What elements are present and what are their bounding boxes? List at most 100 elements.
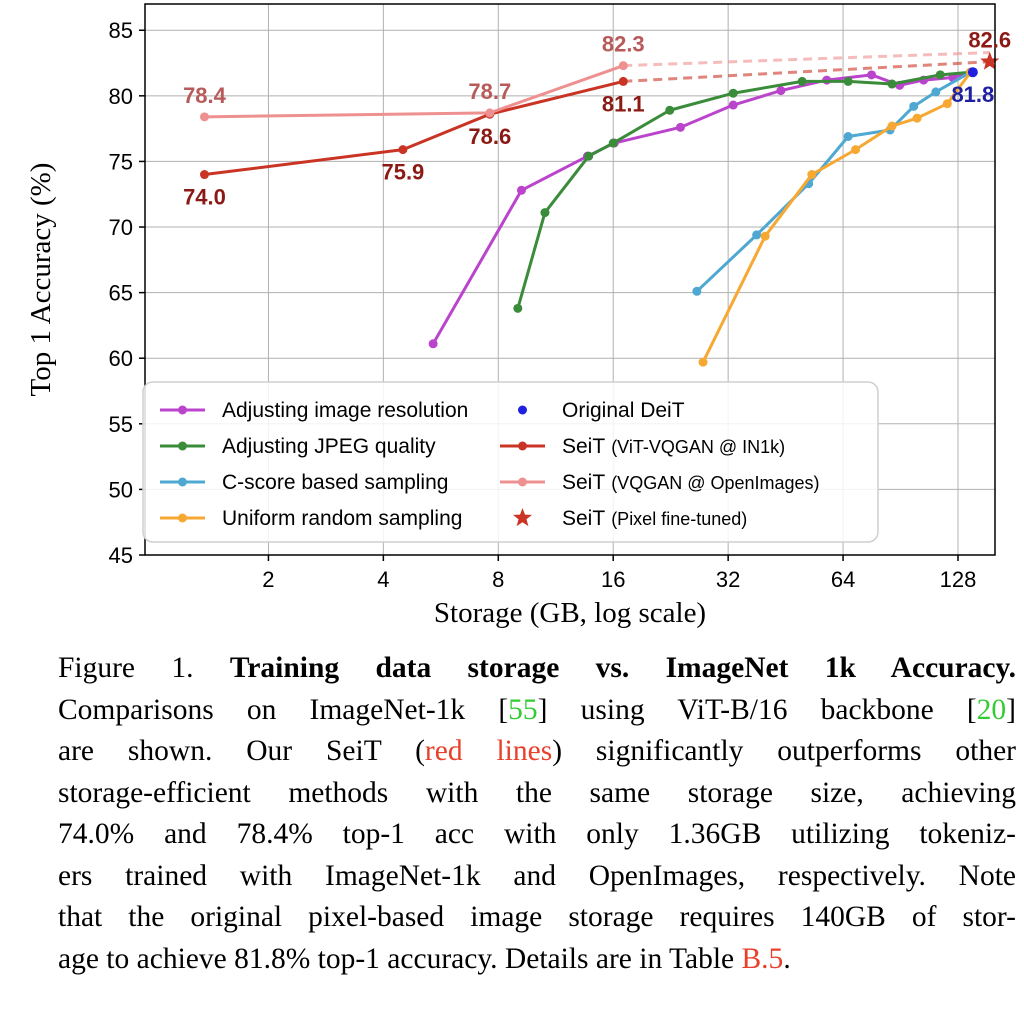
seit-vit-vqgan-in1k-point [199, 170, 209, 180]
y-tick-label: 85 [109, 18, 133, 43]
figure-caption: Figure 1. Training data storage vs. Imag… [58, 648, 1016, 980]
data-label: 74.0 [183, 185, 226, 210]
uniform-random-sampling-point [887, 121, 897, 131]
c-score-based-sampling-point [843, 132, 853, 142]
legend-sublabel: (ViT-VQGAN @ IN1k) [611, 437, 785, 457]
x-tick-label: 16 [601, 567, 625, 592]
caption-line-8: age to achieve 81.8% top-1 accuracy. Det… [58, 939, 1016, 981]
c-score-based-sampling-point [909, 101, 919, 111]
grid [145, 4, 995, 556]
y-tick-label: 70 [109, 215, 133, 240]
legend-label: Uniform random sampling [222, 507, 462, 530]
adjusting-image-resolution-point [516, 185, 526, 195]
citation-link-55[interactable]: 55 [508, 693, 538, 726]
legend-marker [178, 513, 187, 523]
legend-marker [178, 405, 187, 415]
citation-link-20[interactable]: 20 [976, 693, 1007, 726]
caption-line-5: 74.0% and 78.4% top-1 acc with only 1.36… [58, 818, 1016, 850]
legend-label: SeiT (Pixel fine-tuned) [562, 507, 747, 530]
caption-text: ] using ViT-B/16 backbone [ [537, 693, 977, 726]
caption-text: ) significantly outperforms other [552, 735, 1016, 767]
axis-ticks: 2 4 8 16 32 64 128 45 50 55 60 65 70 75 80 85 [109, 18, 977, 592]
y-tick-label: 50 [109, 477, 133, 502]
seit-vqgan-openimages-point [199, 112, 209, 122]
seit-vit-vqgan-in1k-line [204, 79, 624, 177]
seit-vqgan-openimages-point [618, 61, 628, 71]
adjusting-jpeg-quality-point [665, 105, 675, 115]
seit-pixel-fine-tuned-star-point [980, 51, 1000, 70]
adjusting-jpeg-quality-point [608, 138, 618, 148]
caption-line-1: Figure 1. Training data storage vs. Imag… [58, 648, 1016, 690]
seit-vit-vqgan-in1k-point [618, 76, 628, 86]
caption-text: . [783, 942, 791, 975]
data-label: 75.9 [381, 160, 424, 185]
y-tick-label: 60 [109, 346, 133, 371]
seit-vit-vqgan-in1k-dashed-extension [623, 60, 990, 83]
data-label: 78.7 [468, 79, 511, 104]
data-label: 82.3 [602, 32, 645, 57]
original-deit-point [967, 67, 978, 78]
legend-label: Original DeiT [562, 399, 685, 422]
data-label: 81.1 [602, 91, 645, 116]
legend-dot-swatch [518, 405, 527, 415]
adjusting-image-resolution-line [431, 70, 971, 345]
y-tick-label: 75 [109, 149, 133, 174]
y-axis-label: Top 1 Accuracy (%) [25, 163, 57, 397]
adjusting-jpeg-quality-point [843, 76, 853, 86]
legend-label: C-score based sampling [222, 471, 448, 494]
caption-line-4: storage-efficient methods with the same … [58, 776, 1016, 809]
seit-vqgan-openimages-dashed-extension [623, 51, 990, 68]
figure-label: Figure 1. [58, 652, 194, 684]
legend-marker [518, 477, 527, 487]
adjusting-jpeg-quality-point [584, 151, 594, 161]
caption-line-7: that the original pixel-based image stor… [58, 901, 1016, 933]
seit-vit-vqgan-in1k-point [398, 145, 408, 155]
data-labels: 78.4 78.7 82.3 74.0 75.9 78.6 81.1 81.8 82.6 [183, 28, 1011, 210]
plot-frame [144, 3, 996, 556]
legend: Adjusting image resolution Adjusting JPEG… [142, 381, 879, 543]
adjusting-image-resolution-point [776, 86, 786, 96]
uniform-random-sampling-point [851, 145, 861, 155]
legend-marker [518, 441, 527, 451]
uniform-random-sampling-point [698, 357, 708, 367]
legend-marker [178, 477, 187, 487]
caption-line-2: Comparisons on ImageNet-1k [55] using Vi… [58, 690, 1016, 732]
x-tick-label: 8 [492, 567, 504, 592]
adjusting-jpeg-quality-point [540, 208, 550, 218]
x-tick-label: 64 [831, 567, 855, 592]
table-ref-link[interactable]: B.5 [741, 942, 784, 975]
legend-label: Adjusting image resolution [222, 399, 468, 422]
caption-text: are shown. Our SeiT ( [58, 735, 425, 767]
adjusting-image-resolution-point [867, 70, 877, 80]
legend-sublabel: (VQGAN @ OpenImages) [611, 473, 819, 493]
adjusting-jpeg-quality-point [935, 70, 945, 80]
legend-label: SeiT (VQGAN @ OpenImages) [562, 471, 820, 494]
c-score-based-sampling-point [931, 87, 941, 97]
uniform-random-sampling-point [942, 99, 952, 109]
caption-text: age to achieve 81.8% top-1 accuracy. Det… [58, 942, 742, 975]
uniform-random-sampling-line [701, 71, 972, 363]
legend-star-swatch [512, 508, 533, 527]
x-tick-label: 4 [377, 567, 389, 592]
x-tick-label: 128 [940, 567, 977, 592]
caption-line-3: are shown. Our SeiT (red lines) signific… [58, 731, 1016, 773]
uniform-random-sampling-point [760, 231, 770, 241]
adjusting-jpeg-quality-point [513, 303, 523, 313]
adjusting-image-resolution-point [428, 339, 438, 349]
adjusting-image-resolution-point [728, 100, 738, 110]
plot-series [199, 51, 1000, 367]
y-tick-label: 65 [109, 281, 133, 306]
c-score-based-sampling-point [752, 230, 762, 240]
red-lines-text: red lines [424, 735, 553, 767]
adjusting-jpeg-quality-point [728, 88, 738, 98]
caption-title: Training data storage vs. ImageNet 1k Ac… [229, 652, 1016, 684]
y-tick-label: 45 [109, 543, 133, 568]
x-tick-label: 32 [716, 567, 740, 592]
adjusting-image-resolution-point [675, 122, 685, 132]
seit-vqgan-openimages-line [204, 64, 624, 119]
legend-marker [178, 441, 187, 451]
chart: 2 4 8 16 32 64 128 45 50 55 60 65 70 75 80 85 78.4 78.7 8… [25, 3, 1011, 629]
seit-vqgan-openimages-point [485, 108, 495, 118]
y-tick-label: 55 [109, 412, 133, 437]
